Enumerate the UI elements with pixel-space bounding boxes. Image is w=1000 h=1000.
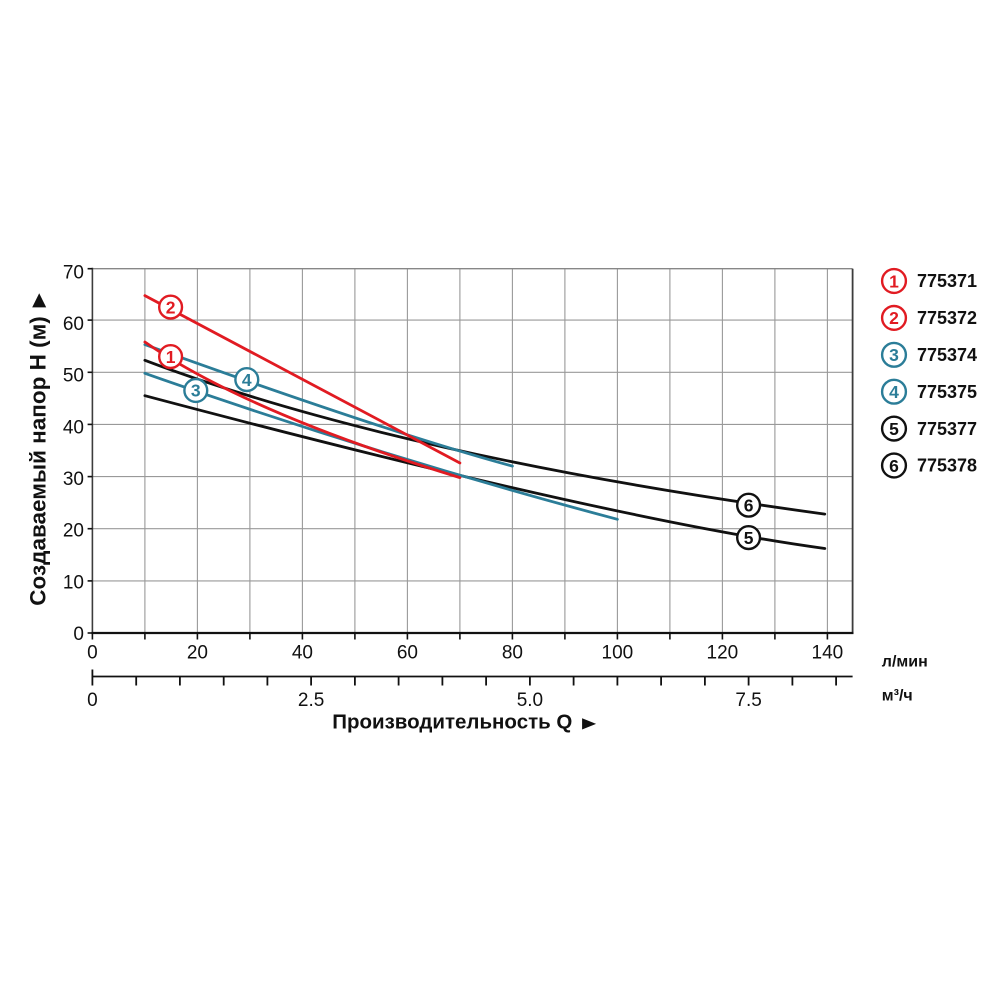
svg-text:2: 2 bbox=[889, 308, 899, 328]
svg-text:м³/ч: м³/ч bbox=[882, 687, 913, 704]
svg-text:30: 30 bbox=[63, 469, 84, 490]
svg-text:6: 6 bbox=[889, 456, 899, 476]
svg-text:60: 60 bbox=[397, 643, 418, 664]
svg-text:4: 4 bbox=[242, 370, 252, 390]
svg-text:775371: 775371 bbox=[917, 271, 977, 291]
svg-text:50: 50 bbox=[63, 366, 84, 387]
svg-text:0: 0 bbox=[73, 624, 84, 645]
svg-text:140: 140 bbox=[812, 643, 844, 664]
svg-text:1: 1 bbox=[889, 271, 899, 291]
svg-text:4: 4 bbox=[889, 382, 899, 402]
svg-text:40: 40 bbox=[292, 643, 313, 664]
svg-text:2: 2 bbox=[166, 297, 176, 317]
svg-text:775375: 775375 bbox=[917, 382, 977, 402]
svg-text:0: 0 bbox=[87, 643, 98, 664]
svg-text:1: 1 bbox=[166, 347, 176, 367]
svg-text:0: 0 bbox=[87, 690, 98, 711]
svg-text:3: 3 bbox=[889, 345, 899, 365]
svg-text:10: 10 bbox=[63, 572, 84, 593]
svg-text:Производительность Q: Производительность Q bbox=[332, 711, 572, 734]
svg-text:3: 3 bbox=[191, 381, 201, 401]
svg-text:л/мин: л/мин bbox=[882, 654, 928, 671]
svg-text:20: 20 bbox=[187, 643, 208, 664]
svg-text:Создаваемый напор Н (м): Создаваемый напор Н (м) bbox=[25, 316, 50, 605]
svg-text:80: 80 bbox=[502, 643, 523, 664]
svg-text:775374: 775374 bbox=[917, 345, 977, 365]
svg-text:775377: 775377 bbox=[917, 419, 977, 439]
svg-text:120: 120 bbox=[707, 643, 739, 664]
svg-text:6: 6 bbox=[744, 495, 754, 515]
svg-text:20: 20 bbox=[63, 521, 84, 542]
svg-text:7.5: 7.5 bbox=[735, 690, 761, 711]
svg-text:5: 5 bbox=[744, 528, 754, 548]
svg-text:70: 70 bbox=[63, 262, 84, 283]
svg-text:775372: 775372 bbox=[917, 308, 977, 328]
svg-text:5.0: 5.0 bbox=[517, 690, 543, 711]
svg-text:40: 40 bbox=[63, 417, 84, 438]
svg-text:2.5: 2.5 bbox=[298, 690, 324, 711]
svg-text:5: 5 bbox=[889, 419, 899, 439]
svg-text:60: 60 bbox=[63, 314, 84, 335]
svg-text:775378: 775378 bbox=[917, 456, 977, 476]
svg-text:100: 100 bbox=[602, 643, 634, 664]
